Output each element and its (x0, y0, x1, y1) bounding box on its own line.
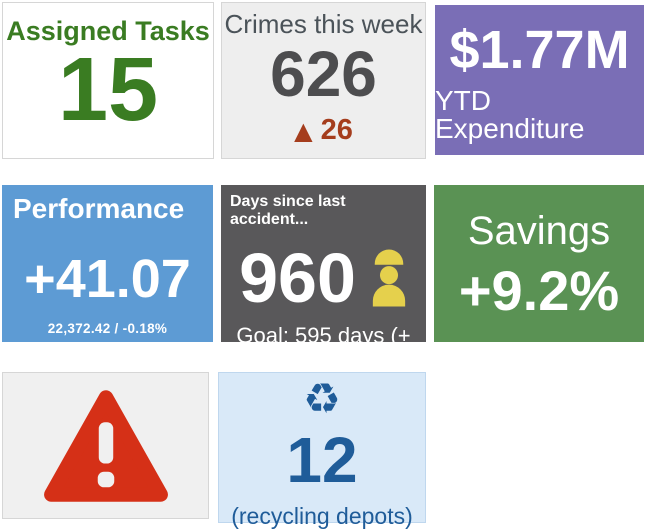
warning-triangle-icon (43, 389, 168, 502)
crimes-delta: ▲ 26 (222, 114, 425, 147)
worker-icon (372, 249, 406, 307)
assigned-tasks-title: Assigned Tasks (6, 16, 210, 46)
savings-title: Savings (467, 208, 611, 253)
up-triangle-icon: ▲ (294, 117, 313, 145)
accident-title: Days since last accident... (230, 193, 346, 228)
savings-value: +9.2% (458, 258, 620, 322)
savings-tile: Savings +9.2% (434, 185, 644, 342)
recycle-icon: ♻ (303, 374, 341, 423)
ytd-expenditure-tile: $1.77M YTD Expenditure (435, 5, 644, 155)
crimes-value: 626 (270, 38, 377, 110)
performance-value: +41.07 (24, 249, 191, 309)
ytd-expenditure-value: $1.77M (449, 20, 630, 80)
recycling-label: (recycling depots) (231, 503, 413, 529)
accident-goal: Goal: 595 days (+ 161.3%) (236, 323, 411, 374)
warning-tile (2, 372, 209, 519)
assigned-tasks-tile: Assigned Tasks 15 (2, 2, 214, 159)
accident-value: 960 (239, 239, 356, 317)
performance-detail: 22,372.42 / -0.18% (47, 321, 168, 336)
crimes-delta-value: 26 (320, 114, 353, 146)
recycling-depots-tile: ♻ 12 (recycling depots) (218, 372, 426, 529)
performance-tile: Performance +41.07 22,372.42 / -0.18% (2, 185, 213, 342)
recycling-value: 12 (286, 424, 358, 496)
days-since-accident-tile: Days since last accident... 960 Goal: 59… (221, 185, 426, 374)
assigned-tasks-value: 15 (57, 40, 159, 140)
performance-title: Performance (13, 193, 185, 224)
crimes-title: Crimes this week (224, 9, 423, 39)
ytd-expenditure-label: YTD Expenditure (435, 85, 585, 144)
crimes-this-week-tile: Crimes this week 626 ▲ 26 (221, 2, 426, 159)
accident-main: 960 (221, 243, 426, 313)
